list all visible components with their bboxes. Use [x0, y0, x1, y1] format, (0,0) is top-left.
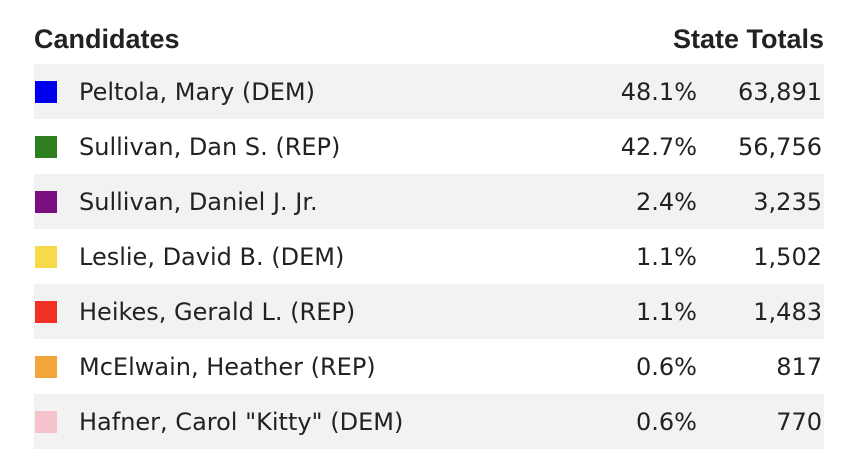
vote-count: 1,502 [753, 242, 822, 271]
candidate-name: Hafner, Carol "Kitty" (DEM) [79, 407, 404, 436]
candidate-name: McElwain, Heather (REP) [79, 352, 376, 381]
table-body: Peltola, Mary (DEM) 48.1% 63,891 Sullivan, … [34, 64, 824, 449]
table-row: Sullivan, Daniel J. Jr. 2.4% 3,235 [34, 174, 824, 229]
candidate-color-swatch [35, 80, 57, 103]
vote-percent: 0.6% [636, 352, 697, 381]
vote-count: 770 [776, 407, 822, 436]
vote-percent: 1.1% [636, 242, 697, 271]
table-row: Heikes, Gerald L. (REP) 1.1% 1,483 [34, 284, 824, 339]
vote-percent: 1.1% [636, 297, 697, 326]
vote-percent: 48.1% [620, 77, 697, 106]
state-totals-header: State Totals [672, 23, 824, 54]
candidates-header: Candidates [34, 23, 180, 54]
results-table: Candidates State Totals Peltola, Mary (D… [34, 14, 824, 449]
vote-count: 56,756 [738, 132, 822, 161]
vote-percent: 0.6% [636, 407, 697, 436]
table-row: Peltola, Mary (DEM) 48.1% 63,891 [34, 64, 824, 119]
vote-count: 1,483 [753, 297, 822, 326]
candidate-color-swatch [35, 355, 57, 378]
candidate-color-swatch [35, 410, 57, 433]
table-row: McElwain, Heather (REP) 0.6% 817 [34, 339, 824, 394]
vote-count: 817 [776, 352, 822, 381]
candidate-name: Leslie, David B. (DEM) [79, 242, 345, 271]
table-header: Candidates State Totals [34, 14, 824, 64]
candidate-color-swatch [35, 190, 57, 213]
vote-percent: 2.4% [636, 187, 697, 216]
vote-percent: 42.7% [620, 132, 697, 161]
candidate-color-swatch [35, 245, 57, 268]
vote-count: 63,891 [738, 77, 822, 106]
candidate-color-swatch [35, 300, 57, 323]
table-row: Leslie, David B. (DEM) 1.1% 1,502 [34, 229, 824, 284]
candidate-name: Heikes, Gerald L. (REP) [79, 297, 356, 326]
vote-count: 3,235 [753, 187, 822, 216]
table-row: Hafner, Carol "Kitty" (DEM) 0.6% 770 [34, 394, 824, 449]
table-row: Sullivan, Dan S. (REP) 42.7% 56,756 [34, 119, 824, 174]
candidate-name: Peltola, Mary (DEM) [79, 77, 315, 106]
candidate-name: Sullivan, Daniel J. Jr. [79, 187, 318, 216]
candidate-color-swatch [35, 135, 57, 158]
candidate-name: Sullivan, Dan S. (REP) [79, 132, 341, 161]
